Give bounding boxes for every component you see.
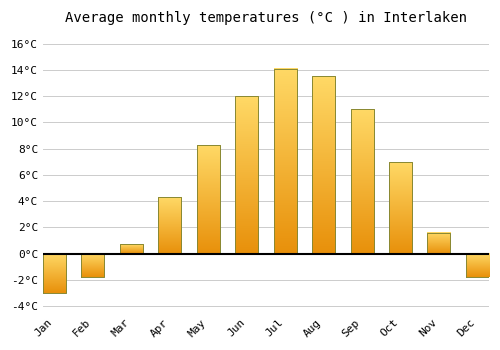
Title: Average monthly temperatures (°C ) in Interlaken: Average monthly temperatures (°C ) in In… <box>65 11 467 25</box>
